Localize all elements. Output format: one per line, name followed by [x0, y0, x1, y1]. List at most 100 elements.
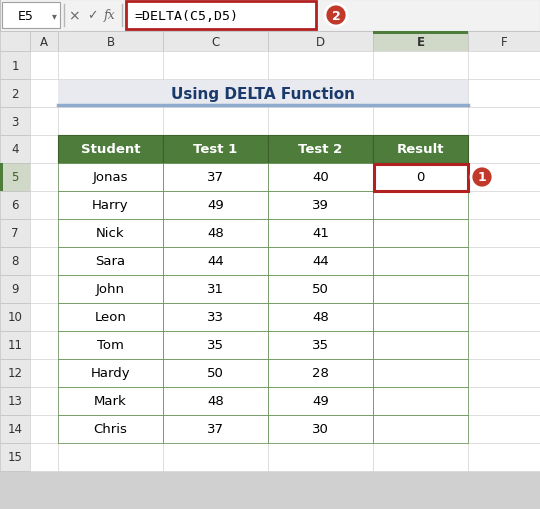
Text: 12: 12: [8, 367, 23, 380]
Text: 4: 4: [11, 143, 19, 156]
Text: 33: 33: [207, 311, 224, 324]
Bar: [0, 387, 30, 415]
Bar: [163, 136, 268, 164]
Bar: [0, 415, 30, 443]
Bar: [268, 108, 373, 136]
Text: Nick: Nick: [96, 227, 125, 240]
Bar: [30, 164, 58, 191]
Text: 9: 9: [11, 283, 19, 296]
Text: Tom: Tom: [97, 339, 124, 352]
Bar: [58, 387, 163, 415]
Bar: [58, 387, 163, 415]
Bar: [468, 247, 540, 275]
Text: Chris: Chris: [93, 422, 127, 436]
Bar: [468, 191, 540, 219]
Bar: [58, 331, 163, 359]
Bar: [268, 164, 373, 191]
Bar: [58, 303, 163, 331]
Bar: [0, 52, 30, 80]
Bar: [58, 136, 163, 164]
Bar: [58, 136, 163, 164]
Bar: [373, 415, 468, 443]
Bar: [30, 32, 58, 52]
Bar: [468, 415, 540, 443]
Bar: [58, 275, 163, 303]
Bar: [58, 32, 163, 52]
Bar: [468, 108, 540, 136]
Text: 11: 11: [8, 339, 23, 352]
Text: 40: 40: [312, 171, 329, 184]
Text: D: D: [316, 36, 325, 48]
Bar: [268, 247, 373, 275]
Bar: [268, 52, 373, 80]
Text: 5: 5: [11, 171, 19, 184]
Bar: [163, 219, 268, 247]
Text: 28: 28: [312, 367, 329, 380]
Bar: [468, 359, 540, 387]
Bar: [373, 359, 468, 387]
Bar: [163, 387, 268, 415]
Bar: [268, 303, 373, 331]
Bar: [468, 136, 540, 164]
Bar: [30, 303, 58, 331]
Bar: [58, 164, 163, 191]
Text: 50: 50: [207, 367, 224, 380]
Bar: [374, 164, 468, 191]
Bar: [30, 247, 58, 275]
Bar: [0, 108, 30, 136]
Text: 35: 35: [207, 339, 224, 352]
Text: B: B: [106, 36, 114, 48]
Bar: [268, 80, 373, 108]
Bar: [268, 275, 373, 303]
Bar: [0, 275, 30, 303]
Bar: [58, 191, 163, 219]
Text: Harry: Harry: [92, 199, 129, 212]
Bar: [0, 359, 30, 387]
Bar: [468, 443, 540, 471]
Bar: [0, 136, 30, 164]
Bar: [58, 443, 163, 471]
Bar: [0, 164, 30, 191]
Bar: [268, 219, 373, 247]
Bar: [163, 359, 268, 387]
Bar: [268, 32, 373, 52]
Bar: [0, 0, 540, 32]
Bar: [373, 219, 468, 247]
Bar: [58, 52, 163, 80]
Bar: [58, 275, 163, 303]
Text: 1: 1: [11, 60, 19, 72]
Bar: [30, 191, 58, 219]
Bar: [163, 331, 268, 359]
Bar: [468, 303, 540, 331]
Bar: [58, 219, 163, 247]
Text: Student: Student: [81, 143, 140, 156]
Bar: [373, 136, 468, 164]
Text: 0: 0: [416, 171, 424, 184]
Bar: [268, 359, 373, 387]
Bar: [58, 359, 163, 387]
Text: A: A: [40, 36, 48, 48]
Text: Leon: Leon: [94, 311, 126, 324]
Bar: [163, 247, 268, 275]
Text: Result: Result: [397, 143, 444, 156]
Bar: [0, 303, 30, 331]
Bar: [268, 303, 373, 331]
Bar: [468, 219, 540, 247]
Bar: [163, 32, 268, 52]
Bar: [163, 275, 268, 303]
Text: 7: 7: [11, 227, 19, 240]
Bar: [163, 80, 268, 108]
Bar: [163, 331, 268, 359]
Bar: [30, 275, 58, 303]
Text: Hardy: Hardy: [91, 367, 130, 380]
Bar: [373, 443, 468, 471]
Text: 48: 48: [207, 227, 224, 240]
Bar: [468, 387, 540, 415]
Text: F: F: [501, 36, 507, 48]
Text: 3: 3: [11, 115, 19, 128]
Bar: [373, 136, 468, 164]
Text: 44: 44: [207, 255, 224, 268]
Bar: [58, 247, 163, 275]
Bar: [268, 443, 373, 471]
Bar: [30, 80, 58, 108]
